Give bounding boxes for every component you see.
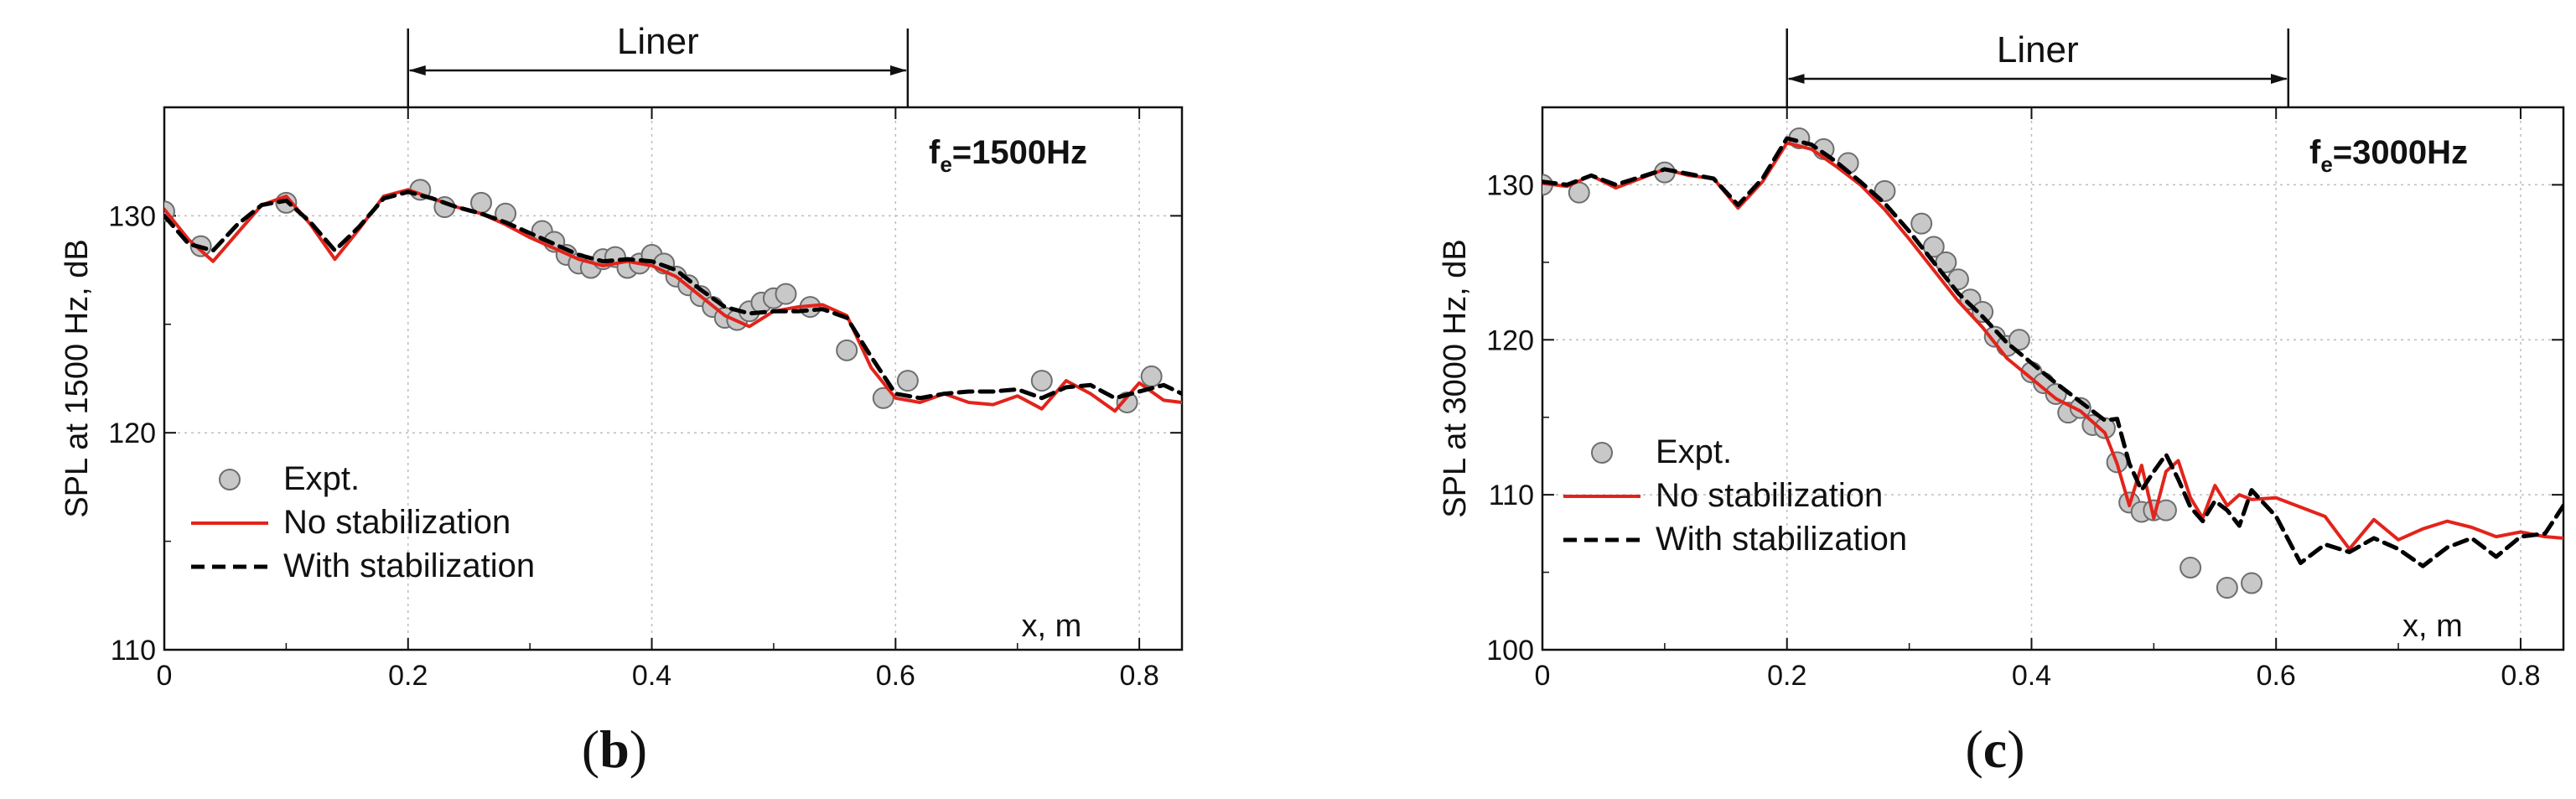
frequency-annotation: fe=1500Hz bbox=[929, 134, 1087, 177]
series-with-stabilization-line bbox=[164, 189, 1182, 401]
frequency-annotation: fe=3000Hz bbox=[2309, 134, 2468, 177]
expt-point bbox=[2179, 557, 2202, 579]
legend-label-no-stabilization: No stabilization bbox=[283, 504, 511, 541]
x-tick-label: 0.2 bbox=[1767, 660, 1806, 692]
expt-point bbox=[1030, 370, 1053, 392]
plot-area bbox=[1542, 127, 2563, 599]
legend-marker-expt bbox=[1591, 442, 1613, 464]
caption-letter: c bbox=[1983, 719, 2007, 779]
legend-label-expt: Expt. bbox=[283, 460, 360, 497]
legend-label-with-stabilization: With stabilization bbox=[283, 547, 535, 584]
x-axis-label: x, m bbox=[1022, 609, 1082, 644]
x-tick-label: 0.2 bbox=[388, 660, 428, 692]
x-tick-label: 0.6 bbox=[2257, 660, 2296, 692]
legend-label-no-stabilization: No stabilization bbox=[1656, 477, 1883, 514]
y-axis-label: SPL at 3000 Hz, dB bbox=[1438, 239, 1473, 517]
x-tick-label: 0 bbox=[1535, 660, 1551, 692]
x-tick-label: 0.4 bbox=[632, 660, 671, 692]
caption-open: ( bbox=[582, 719, 599, 779]
annotation-value: =1500Hz bbox=[952, 134, 1087, 171]
legend-label-with-stabilization: With stabilization bbox=[1656, 521, 1907, 558]
caption-letter: b bbox=[599, 719, 630, 779]
liner-label: Liner bbox=[617, 21, 699, 62]
expt-point bbox=[2069, 397, 2091, 419]
annotation-sub: e bbox=[940, 152, 951, 177]
caption-open: ( bbox=[1965, 719, 1983, 779]
annotation-f: f bbox=[2309, 134, 2321, 171]
caption-close: ) bbox=[2007, 719, 2024, 779]
expt-point bbox=[1140, 365, 1163, 387]
plot-frame bbox=[1541, 106, 2565, 651]
annotation-sub: e bbox=[2320, 152, 2332, 177]
expt-point bbox=[2216, 577, 2238, 599]
expt-point bbox=[775, 283, 797, 305]
x-tick-label: 0 bbox=[157, 660, 173, 692]
liner-label: Liner bbox=[1997, 29, 2079, 70]
legend-label-expt: Expt. bbox=[1656, 433, 1732, 470]
panel-b: 0 0.2 0.4 0.6 0.8 110 120 130 x, m SPL at 1500 Hz… bbox=[60, 21, 1184, 779]
series-no-stabilization-line bbox=[1542, 141, 2563, 551]
expt-point bbox=[1972, 301, 1994, 324]
panel-c: 0 0.2 0.4 0.6 0.8 100 110 120 130 x, m SPL at 3000… bbox=[1438, 29, 2565, 779]
caption-close: ) bbox=[630, 719, 647, 779]
expt-point bbox=[2241, 572, 2263, 594]
annotation-value: =3000Hz bbox=[2333, 134, 2468, 171]
y-tick-label: 130 bbox=[108, 200, 156, 232]
panel-caption: (c) bbox=[1965, 719, 2024, 779]
y-tick-label: 110 bbox=[1489, 480, 1534, 511]
panel-caption: (b) bbox=[582, 719, 647, 779]
plot-area bbox=[164, 179, 1182, 413]
legend: Expt. No stabilization With stabilization bbox=[191, 460, 535, 584]
annotation-f: f bbox=[929, 134, 941, 171]
y-tick-label: 120 bbox=[1486, 324, 1534, 356]
x-tick-label: 0.6 bbox=[876, 660, 915, 692]
y-tick-label: 100 bbox=[1486, 635, 1534, 667]
expt-point bbox=[2008, 329, 2030, 351]
expt-point bbox=[836, 339, 858, 361]
y-axis-label: SPL at 1500 Hz, dB bbox=[60, 239, 95, 517]
y-tick-label: 120 bbox=[108, 418, 156, 449]
x-tick-label: 0.4 bbox=[2012, 660, 2051, 692]
expt-point bbox=[1874, 179, 1896, 202]
x-tick-label: 0.8 bbox=[1119, 660, 1158, 692]
y-tick-label: 130 bbox=[1486, 169, 1534, 201]
expt-point bbox=[1910, 212, 1933, 235]
series-no-stabilization-line bbox=[164, 188, 1182, 413]
x-axis-label: x, m bbox=[2402, 609, 2463, 644]
legend-marker-expt bbox=[219, 469, 241, 490]
plot-frame bbox=[163, 106, 1184, 651]
y-tick-label: 110 bbox=[111, 635, 156, 667]
series-with-stabilization-line bbox=[1542, 136, 2563, 568]
x-tick-label: 0.8 bbox=[2501, 660, 2540, 692]
legend: Expt. No stabilization With stabilization bbox=[1563, 433, 1907, 558]
expt-point bbox=[896, 370, 919, 392]
